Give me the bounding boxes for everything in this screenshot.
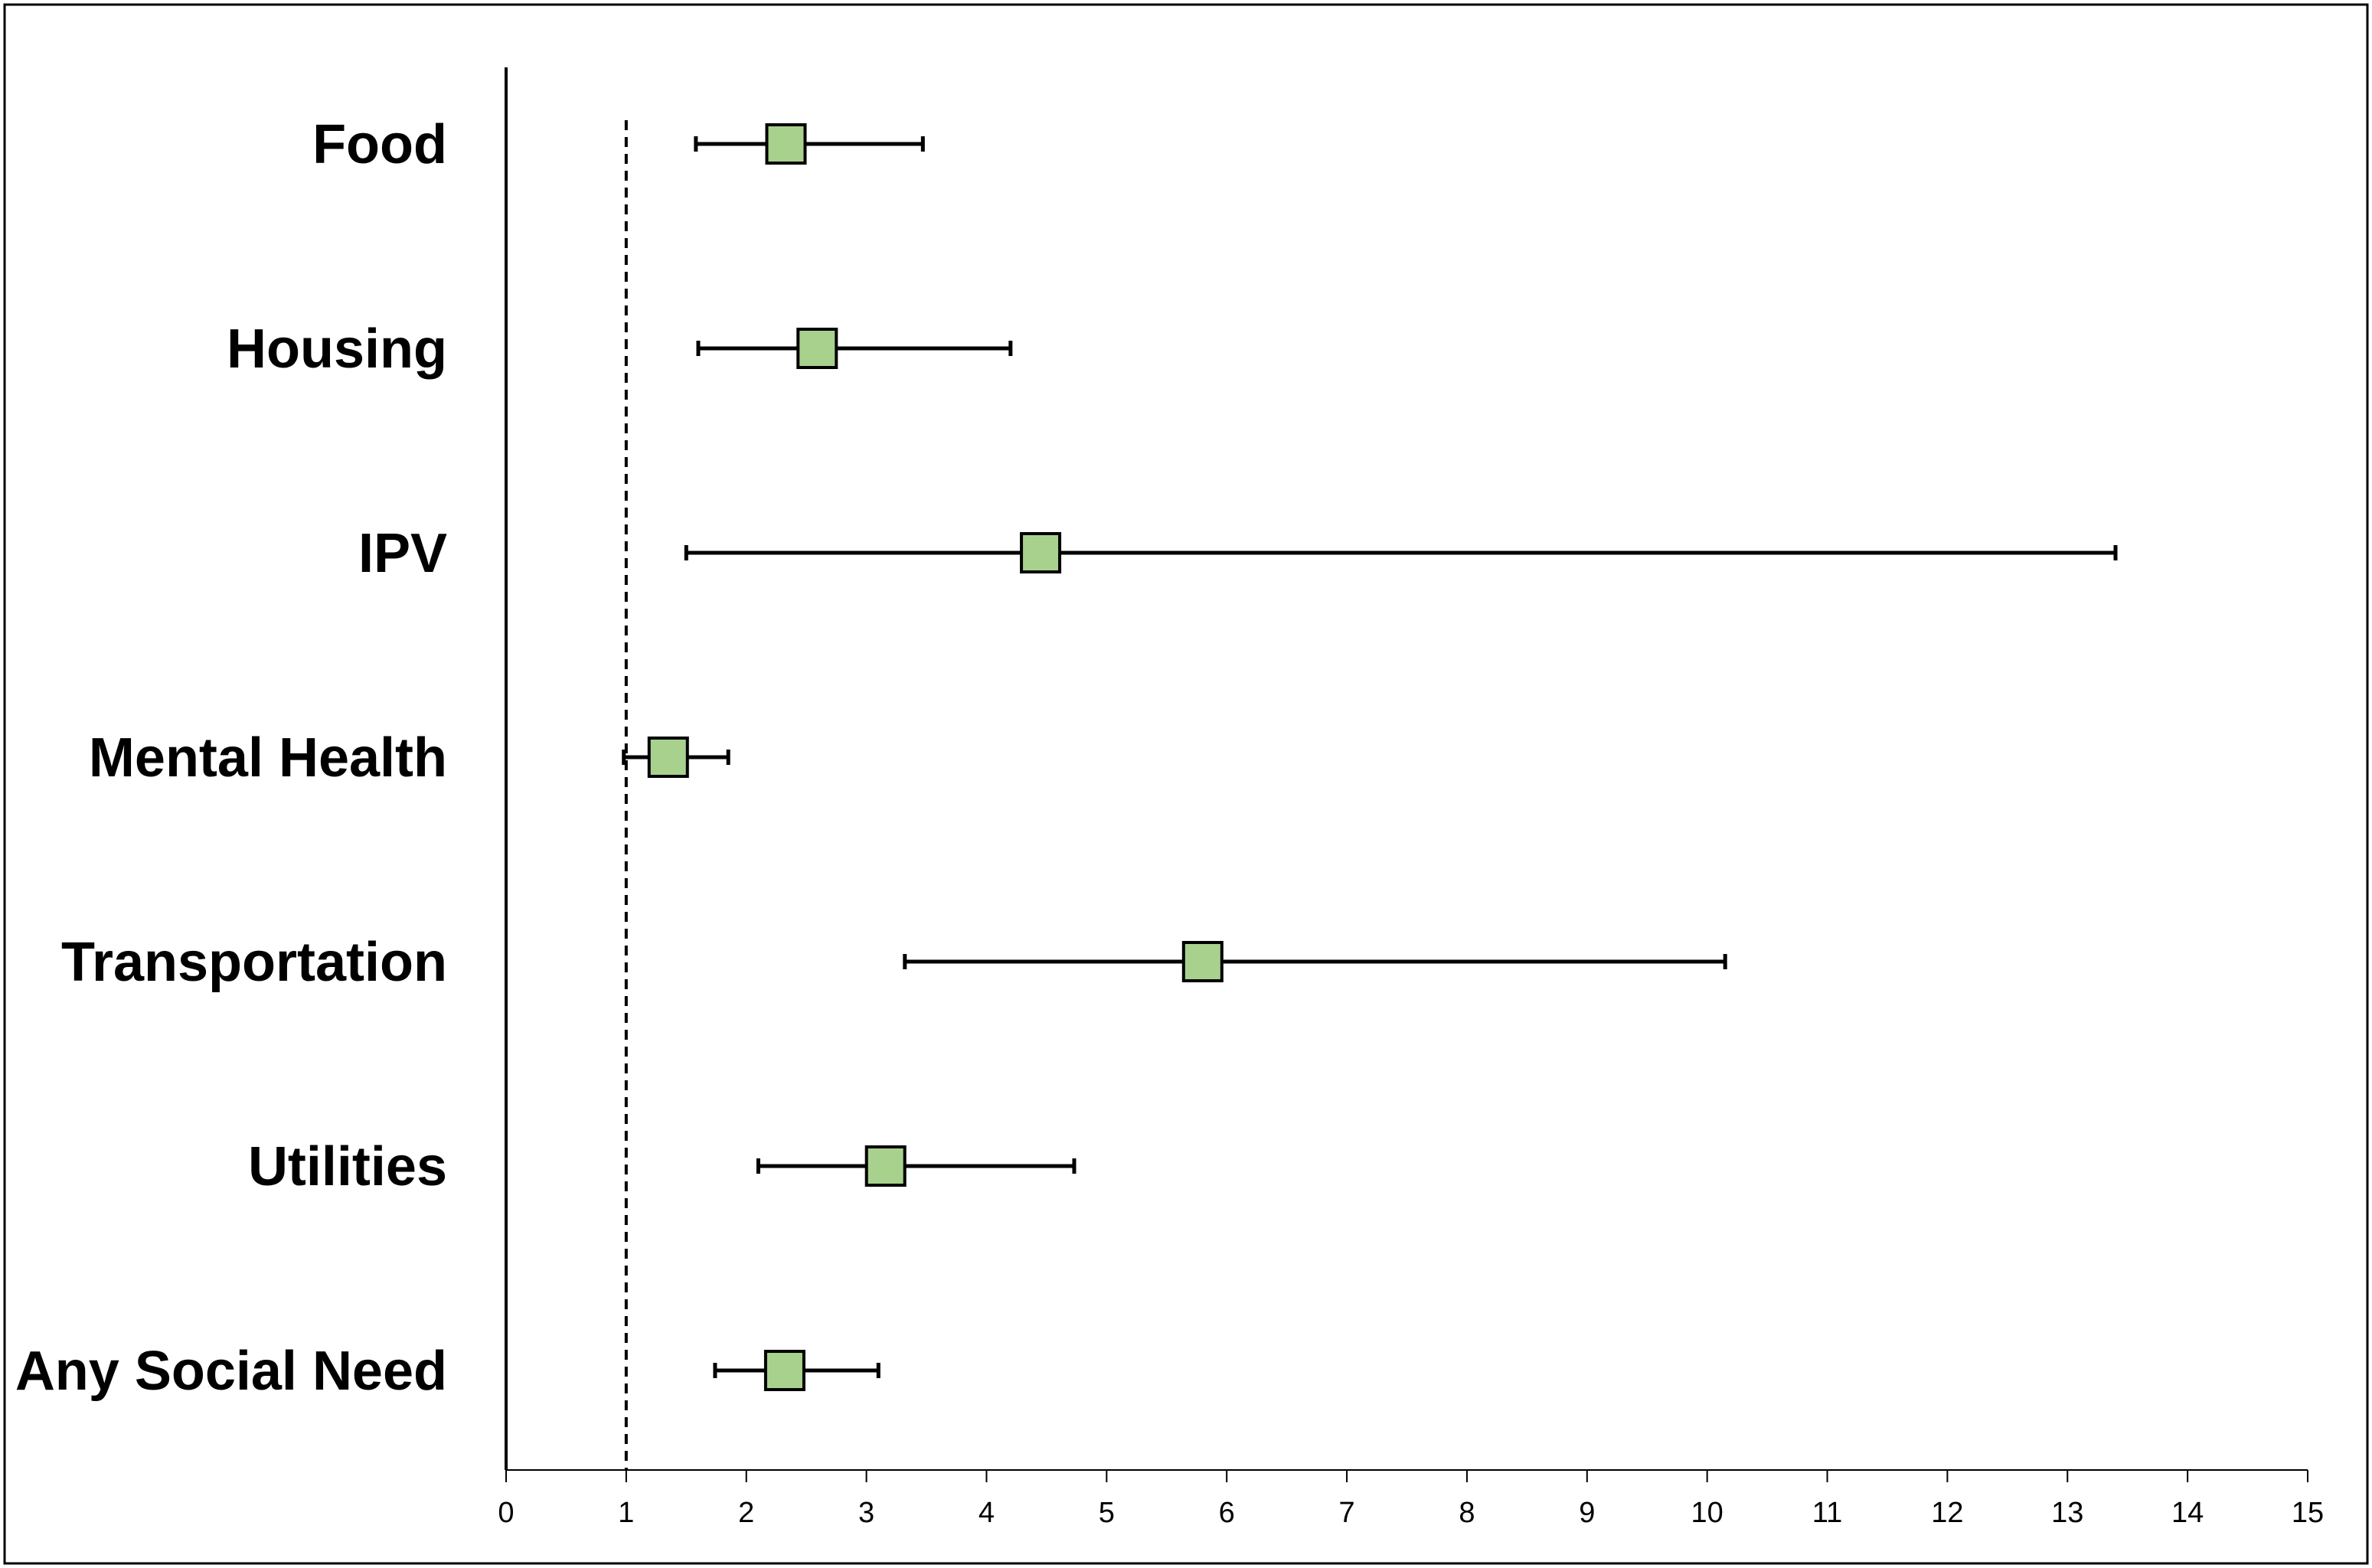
estimate-marker — [765, 123, 807, 165]
x-tick-label: 2 — [738, 1497, 754, 1529]
x-tick-label: 12 — [1931, 1497, 1963, 1529]
estimate-marker — [763, 1350, 805, 1391]
category-label: IPV — [358, 523, 447, 584]
x-tick-label: 11 — [1812, 1497, 1842, 1529]
axes — [505, 67, 2308, 1471]
x-tick-label: 7 — [1338, 1497, 1354, 1529]
category-label: Any Social Need — [15, 1341, 447, 1402]
x-tick-label: 10 — [1691, 1497, 1723, 1529]
x-tick-label: 4 — [979, 1497, 995, 1529]
estimate-marker — [647, 737, 689, 778]
category-label: Housing — [227, 318, 447, 380]
category-label: Food — [312, 114, 447, 175]
estimate-marker — [1020, 532, 1062, 573]
x-tick-label: 5 — [1099, 1497, 1115, 1529]
x-tick-label: 13 — [2051, 1497, 2083, 1529]
x-tick-label: 3 — [858, 1497, 874, 1529]
category-label: Utilities — [248, 1136, 447, 1197]
category-label: Mental Health — [89, 727, 447, 789]
x-tick-label: 8 — [1459, 1497, 1475, 1529]
estimate-marker — [1181, 941, 1224, 982]
x-tick-label: 1 — [618, 1497, 634, 1529]
chart-frame — [3, 3, 2369, 1565]
category-label: Transportation — [61, 932, 447, 993]
x-tick-label: 15 — [2292, 1497, 2324, 1529]
category-labels: Food Housing IPV Mental Health Transportatio… — [15, 114, 447, 1402]
x-tick-label: 14 — [2171, 1497, 2204, 1529]
x-tick-label: 0 — [498, 1497, 514, 1529]
estimate-marker — [796, 328, 838, 369]
data-marks — [622, 123, 2118, 1391]
estimate-marker — [864, 1145, 907, 1187]
x-tick-label: 9 — [1579, 1497, 1595, 1529]
x-tick-label: 6 — [1219, 1497, 1235, 1529]
x-axis-ticks: 0 1 2 3 4 5 6 7 8 9 10 11 12 13 14 15 — [498, 1470, 2324, 1529]
